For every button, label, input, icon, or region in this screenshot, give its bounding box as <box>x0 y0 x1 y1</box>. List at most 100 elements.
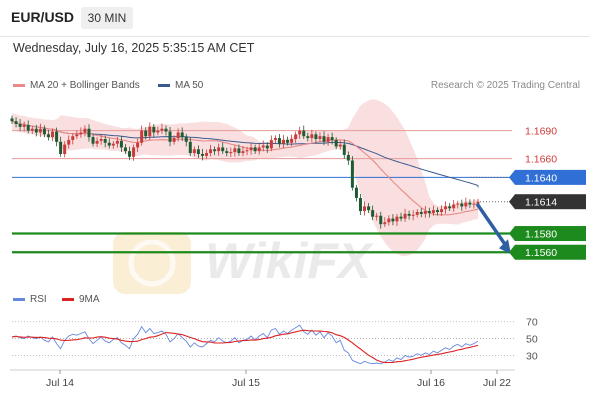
candle-body <box>472 203 476 205</box>
candle-body <box>184 137 188 142</box>
symbol-label: EUR/USD <box>11 9 75 25</box>
candle-body <box>419 212 423 214</box>
forecast-arrow-shaft <box>475 202 509 249</box>
candle-body <box>294 134 298 140</box>
candle-body <box>448 206 452 209</box>
ma20-label: MA 20 + Bollinger Bands <box>30 80 140 91</box>
forecast <box>475 202 511 255</box>
rsi-ma-line <box>11 329 479 364</box>
rsi-level-label-30: 30 <box>526 350 538 362</box>
price-levels <box>12 130 512 254</box>
candle-body <box>209 149 213 154</box>
candle-body <box>375 215 379 217</box>
candle-body <box>107 142 111 146</box>
candle-body <box>395 216 399 222</box>
forecast-arrow-head <box>499 239 511 255</box>
candle-body <box>310 134 314 139</box>
price-tag-pointer-1.1560 <box>509 244 515 260</box>
candle-body <box>148 126 152 137</box>
chart-header: EUR/USD 30 MIN <box>0 0 590 37</box>
candle-body <box>444 206 448 210</box>
candle-body <box>342 144 346 155</box>
price-tag-bg-1.1614 <box>515 194 586 210</box>
candle-body <box>387 218 391 223</box>
candle-body <box>160 128 164 131</box>
watermark-logo-ring <box>128 239 176 287</box>
legend-ma50: MA 50 <box>158 80 203 91</box>
candle-body <box>119 140 123 148</box>
candle-body <box>318 136 322 140</box>
candle-body <box>383 222 387 225</box>
legend-ma20: MA 20 + Bollinger Bands <box>13 80 140 91</box>
candle-body <box>286 139 290 143</box>
candle-body <box>136 142 140 148</box>
candle-body <box>281 139 285 144</box>
candle-body <box>367 206 371 211</box>
candle-body <box>99 139 103 141</box>
candle-body <box>213 149 217 152</box>
candle-body <box>217 147 221 152</box>
candle-body <box>75 134 79 137</box>
price-tag-pointer-1.1640 <box>509 169 515 185</box>
candle-body <box>298 130 302 135</box>
candle-body <box>188 141 192 154</box>
candle-body <box>460 203 464 207</box>
candle-body <box>241 151 245 154</box>
candle-body <box>83 128 87 133</box>
candle-body <box>306 136 310 139</box>
candle-body <box>423 211 427 214</box>
candle-body <box>314 134 318 140</box>
candle-body <box>249 147 253 151</box>
candle-body <box>350 160 354 188</box>
candle-body <box>334 139 338 147</box>
candle-body <box>338 144 342 147</box>
watermark-text: WikiFX <box>205 233 374 289</box>
candle-body <box>18 124 22 127</box>
rsi-line <box>11 324 479 365</box>
candle-body <box>42 128 46 135</box>
candle-body <box>51 131 55 138</box>
candle-body <box>38 128 42 133</box>
candle-body <box>14 121 18 125</box>
candle-body <box>253 147 257 152</box>
legend-rsi-ma: 9MA <box>62 294 100 305</box>
candle-body <box>476 201 480 204</box>
bollinger-fill <box>12 99 478 257</box>
candle-body <box>435 210 439 213</box>
research-credit: Research © 2025 Trading Central <box>430 80 580 91</box>
candle-body <box>415 212 419 215</box>
candle-body <box>233 148 237 153</box>
candle-body <box>468 202 472 205</box>
price-tag-bg-1.1640 <box>515 169 586 185</box>
watermark-logo <box>113 232 191 294</box>
candle-body <box>358 197 362 212</box>
candle-body <box>464 202 468 207</box>
candle-body <box>128 151 132 157</box>
ma20-swatch <box>13 84 25 87</box>
rsi-ma-label: 9MA <box>79 294 100 305</box>
candle-body <box>403 213 407 219</box>
candle-body <box>164 128 168 132</box>
candle-body <box>456 203 460 205</box>
candle-body <box>87 128 91 138</box>
candle-body <box>229 152 233 154</box>
candle-body <box>346 154 350 161</box>
candle-body <box>140 130 144 143</box>
candle-body <box>245 150 249 152</box>
price-tag-1.1560: 1.1560 <box>525 247 557 259</box>
candle-body <box>132 147 136 157</box>
candle-body <box>46 134 50 138</box>
candle-body <box>330 137 334 140</box>
candle-body <box>221 147 225 152</box>
price-tag-1.1660: 1.1660 <box>525 154 557 166</box>
candle-body <box>302 130 306 137</box>
timeframe-button[interactable]: 30 MIN <box>81 7 133 29</box>
candle-body <box>22 124 26 127</box>
candle-body <box>79 132 83 135</box>
candle-body <box>257 147 261 152</box>
price-tag-pointer-1.1614 <box>509 194 515 210</box>
candle-body <box>205 153 209 156</box>
candle-body <box>95 140 99 144</box>
candle-body <box>111 143 115 146</box>
